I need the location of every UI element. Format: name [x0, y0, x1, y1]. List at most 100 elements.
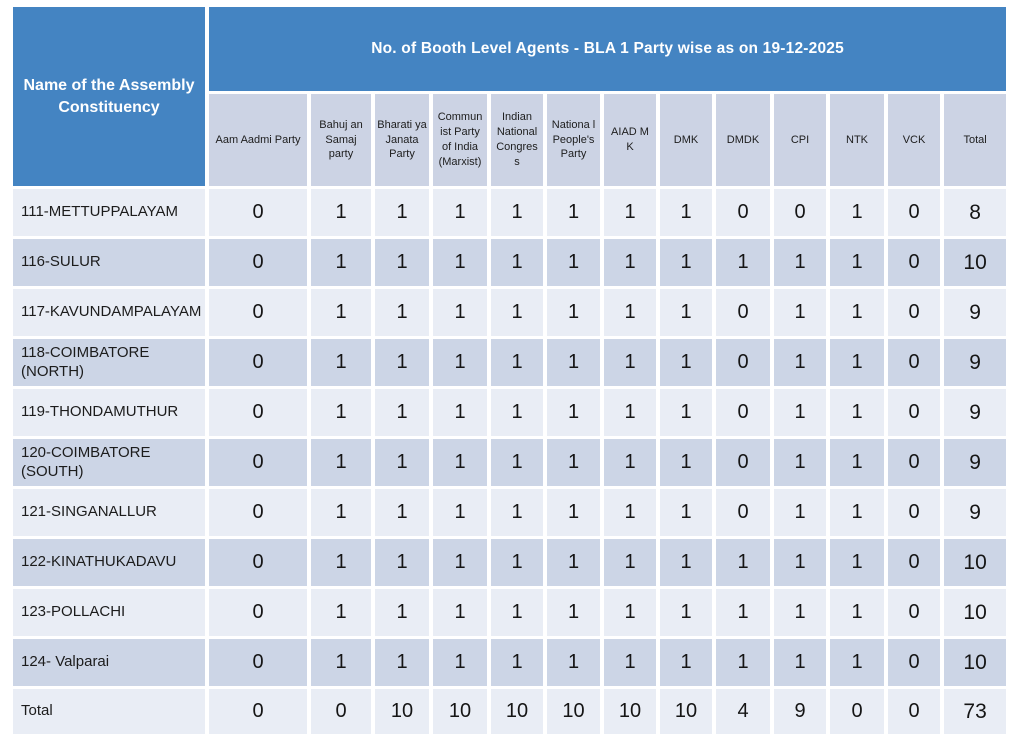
value-cell: 1	[375, 189, 429, 236]
value-cell: 1	[604, 289, 656, 336]
value-cell: 10	[491, 689, 543, 734]
value-cell: 1	[375, 289, 429, 336]
value-cell: 1	[604, 639, 656, 686]
table-row: 123-POLLACHI 0 1 1 1 1 1 1 1 1 1 1 0 10	[13, 589, 1007, 636]
value-cell: 1	[433, 539, 487, 586]
value-cell: 0	[209, 289, 307, 336]
value-cell: 1	[491, 439, 543, 486]
value-cell: 1	[311, 389, 371, 436]
value-cell: 1	[830, 389, 884, 436]
value-cell: 0	[209, 189, 307, 236]
value-cell: 1	[375, 539, 429, 586]
value-cell: 0	[888, 339, 940, 386]
table-row: 111-METTUPPALAYAM 0 1 1 1 1 1 1 1 0 0 1 0 8	[13, 189, 1007, 236]
value-cell: 0	[888, 539, 940, 586]
value-cell: 1	[660, 439, 712, 486]
value-cell: 1	[311, 639, 371, 686]
value-cell: 1	[660, 389, 712, 436]
value-cell: 1	[830, 339, 884, 386]
constituency-name-cell: 118-COIMBATORE (NORTH)	[13, 339, 205, 386]
value-cell: 1	[660, 339, 712, 386]
value-cell: 1	[311, 489, 371, 536]
value-cell: 1	[491, 339, 543, 386]
value-cell: 0	[888, 239, 940, 286]
value-cell: 0	[311, 689, 371, 734]
value-cell: 1	[375, 489, 429, 536]
value-cell: 1	[604, 239, 656, 286]
total-column-header: Total	[944, 94, 1007, 186]
row-total-cell: 10	[944, 539, 1007, 586]
value-cell: 0	[209, 339, 307, 386]
party-column-header: CPI	[774, 94, 826, 186]
value-cell: 0	[888, 639, 940, 686]
banner-row: Name of the Assembly Constituency No. of…	[13, 7, 1007, 186]
row-total-cell: 9	[944, 339, 1007, 386]
value-cell: 1	[433, 239, 487, 286]
value-cell: 0	[209, 539, 307, 586]
constituency-name-cell: 121-SINGANALLUR	[13, 489, 205, 536]
value-cell: 1	[433, 489, 487, 536]
value-cell: 1	[491, 539, 543, 586]
value-cell: 1	[830, 439, 884, 486]
party-header-row: Aam Aadmi Party Bahuj an Samaj party Bhara…	[13, 94, 1007, 186]
value-cell: 1	[491, 189, 543, 236]
value-cell: 1	[660, 489, 712, 536]
value-cell: 1	[660, 239, 712, 286]
constituency-name-cell: 119-THONDAMUTHUR	[13, 389, 205, 436]
value-cell: 1	[660, 589, 712, 636]
constituency-name-cell: 124- Valparai	[13, 639, 205, 686]
party-column-header: Nationa l People's Party	[547, 94, 600, 186]
party-column-header: NTK	[830, 94, 884, 186]
constituency-name-cell: 122-KINATHUKADAVU	[13, 539, 205, 586]
value-cell: 1	[547, 339, 600, 386]
value-cell: 1	[774, 589, 826, 636]
value-cell: 1	[830, 589, 884, 636]
value-cell: 1	[547, 189, 600, 236]
value-cell: 1	[311, 439, 371, 486]
value-cell: 1	[375, 439, 429, 486]
value-cell: 1	[311, 189, 371, 236]
value-cell: 10	[433, 689, 487, 734]
value-cell: 10	[547, 689, 600, 734]
value-cell: 1	[774, 439, 826, 486]
value-cell: 1	[491, 239, 543, 286]
party-column-header: Indian National Congres s	[491, 94, 543, 186]
value-cell: 1	[491, 389, 543, 436]
value-cell: 1	[547, 239, 600, 286]
value-cell: 0	[888, 689, 940, 734]
value-cell: 1	[660, 639, 712, 686]
value-cell: 0	[716, 489, 770, 536]
row-total-cell: 9	[944, 489, 1007, 536]
value-cell: 0	[209, 489, 307, 536]
value-cell: 0	[716, 289, 770, 336]
value-cell: 1	[433, 339, 487, 386]
value-cell: 1	[491, 489, 543, 536]
value-cell: 0	[209, 639, 307, 686]
value-cell: 1	[660, 189, 712, 236]
table-row: 121-SINGANALLUR 0 1 1 1 1 1 1 1 0 1 1 0 9	[13, 489, 1007, 536]
value-cell: 1	[774, 389, 826, 436]
value-cell: 1	[774, 539, 826, 586]
row-total-cell: 9	[944, 439, 1007, 486]
value-cell: 1	[830, 539, 884, 586]
value-cell: 0	[888, 289, 940, 336]
value-cell: 1	[547, 639, 600, 686]
value-cell: 1	[604, 539, 656, 586]
value-cell: 1	[716, 239, 770, 286]
booth-level-agents-table: Name of the Assembly Constituency No. of…	[9, 4, 1010, 737]
value-cell: 10	[660, 689, 712, 734]
value-cell: 0	[888, 389, 940, 436]
value-cell: 1	[547, 539, 600, 586]
constituency-name-cell: 117-KAVUNDAMPALAYAM	[13, 289, 205, 336]
row-total-cell: 9	[944, 389, 1007, 436]
total-row-label: Total	[13, 689, 205, 734]
party-column-header: DMDK	[716, 94, 770, 186]
value-cell: 1	[311, 289, 371, 336]
value-cell: 1	[311, 239, 371, 286]
constituency-name-cell: 111-METTUPPALAYAM	[13, 189, 205, 236]
value-cell: 0	[209, 389, 307, 436]
table-row: 119-THONDAMUTHUR 0 1 1 1 1 1 1 1 0 1 1 0 9	[13, 389, 1007, 436]
value-cell: 1	[547, 489, 600, 536]
value-cell: 1	[604, 389, 656, 436]
